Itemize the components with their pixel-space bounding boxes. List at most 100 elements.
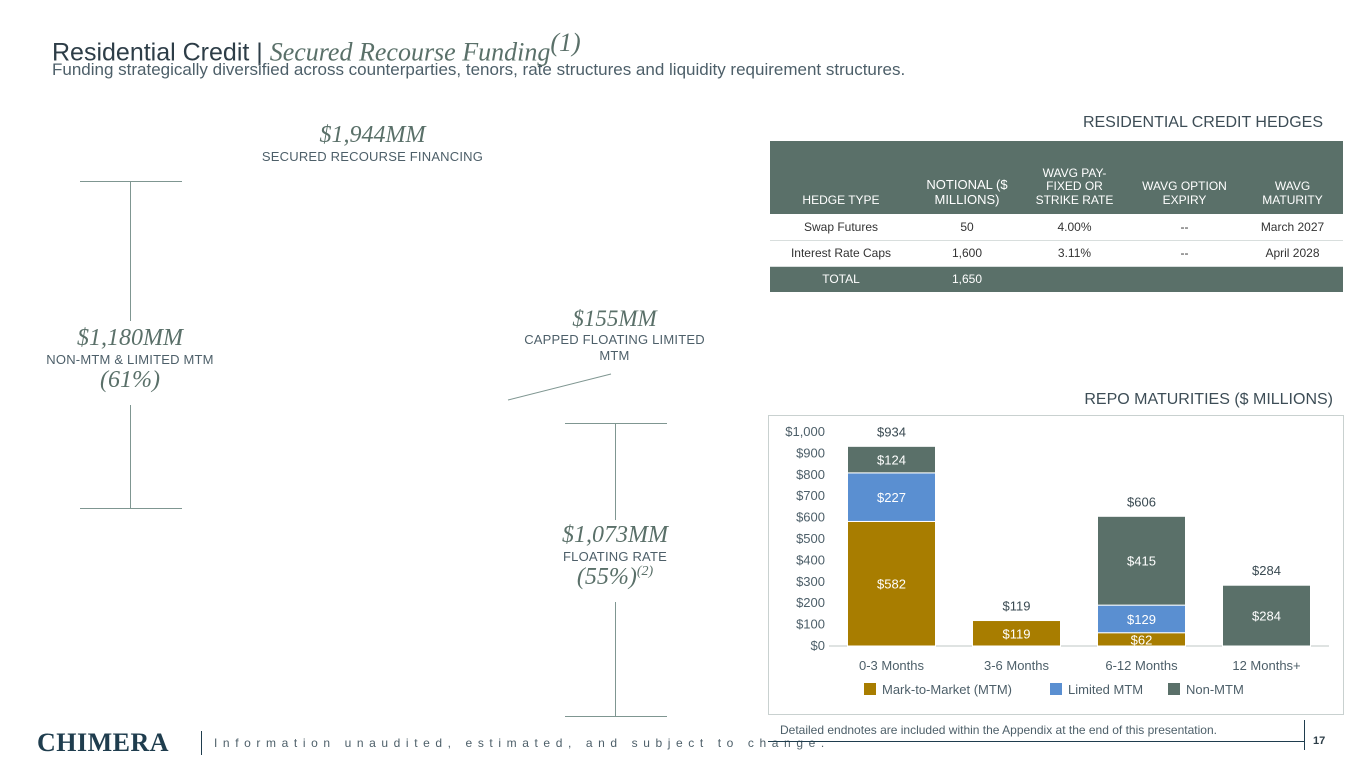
right-unit: MM [628,522,668,548]
data-label: $119 [1003,626,1031,641]
cell-strike-rate: 4.00% [1022,214,1127,241]
cell-hedge-type: Interest Rate Caps [770,240,912,267]
x-tick-label: 0-3 Months [859,658,925,673]
right-pct: (55%) [576,564,637,590]
cell-notional: 50 [912,214,1022,241]
total-label: $284 [1252,563,1281,578]
y-tick-label: $500 [796,531,825,546]
data-label: $124 [877,453,906,468]
right-amount: $1,073 [562,522,628,548]
bar-segment [1097,604,1186,634]
right-bracket-line-lower [615,602,616,716]
table-total-row: TOTAL 1,650 [770,266,1343,292]
bar-segment [972,620,1061,647]
endnote-underline [768,741,1304,742]
table-row: Interest Rate Caps 1,600 3.11% -- April … [770,240,1343,267]
data-label: $415 [1127,554,1156,569]
y-tick-label: $400 [796,552,825,567]
callout-label: CAPPED FLOATING LIMITED MTM [524,332,705,364]
left-amount: $1,180 [77,325,143,351]
footer-tagline: Information unaudited, estimated, and su… [214,736,830,750]
total-unit: MM [385,122,426,148]
cell-total-expiry [1127,266,1242,292]
hedges-header-row: HEDGE TYPE NOTIONAL ($ MILLIONS) WAVG PA… [770,141,1343,214]
segment-floating-limited-mtm: $201MM FLOATING LIMITED MTM [238,454,507,505]
page-number: 17 [1313,735,1326,747]
total-amount: $1,944 [319,122,386,148]
col-hedge-type: HEDGE TYPE [770,141,912,214]
right-pct-footnote: (2) [636,564,654,579]
segment-capped-floating [238,380,507,419]
title-main: Residential Credit | [52,38,270,67]
total-label: $606 [1127,494,1156,509]
cell-maturity: March 2027 [1242,214,1343,241]
table-row: Swap Futures 50 4.00% -- March 2027 [770,214,1343,241]
cell-option-expiry: -- [1127,240,1242,267]
left-bracket-bottom [80,508,182,509]
total-funding: $1,944MM SECURED RECOURSE FINANCING [238,122,507,164]
title-italic: Secured Recourse Funding [269,37,551,67]
data-label: $227 [877,490,906,505]
cell-total-label: TOTAL [770,266,912,292]
bar-segment [1222,584,1311,647]
cell-maturity: April 2028 [1242,240,1343,267]
right-bracket-top [565,423,667,424]
right-label: FLOATING RATE [563,549,667,564]
callout-amount: $155 [572,306,619,331]
y-tick-label: $700 [796,488,825,503]
total-label: $934 [877,424,906,439]
segment-unit: MM [376,592,417,619]
legend-label: Mark-to-Market (MTM) [882,682,1012,697]
page-subtitle: Funding strategically diversified across… [52,60,906,79]
cell-notional: 1,600 [912,240,1022,267]
col-option-expiry: WAVG OPTION EXPIRY [1127,141,1242,214]
cell-hedge-type: Swap Futures [770,214,912,241]
legend-swatch [864,683,876,695]
left-pct: (61%) [100,367,160,393]
x-tick-label: 12 Months+ [1232,658,1300,673]
data-label: $129 [1127,612,1156,627]
bar-segment [847,445,936,474]
legend-swatch [1168,683,1180,695]
segment-amount: $716 [328,256,377,283]
segment-label: FLOATING MTM [323,620,422,636]
footer-divider [201,731,202,755]
chimera-logo: CHIMERA [37,728,170,757]
right-bracket-bottom [565,716,667,717]
hedges-table: HEDGE TYPE NOTIONAL ($ MILLIONS) WAVG PA… [770,141,1343,292]
legend-label: Limited MTM [1068,682,1143,697]
page-title: Residential Credit | Secured Recourse Fu… [52,28,581,67]
cell-total-maturity [1242,266,1343,292]
col-strike-rate: WAVG PAY-FIXED OR STRIKE RATE [1022,141,1127,214]
cell-option-expiry: -- [1127,214,1242,241]
legend-label: Non-MTM [1186,682,1244,697]
segment-unit: MM [376,256,417,283]
repo-maturities-chart: $0 $100 $200 $300 $400 $500 $600 $700 $800 $900 $1… [785,424,1329,697]
repo-chart-frame: $0 $100 $200 $300 $400 $500 $600 $700 $800 $900 $1… [768,415,1344,715]
y-tick-label: $300 [796,574,825,589]
endnote-text: Detailed endnotes are included within th… [780,723,1217,737]
right-bracket-line-upper [615,423,616,520]
cell-total-notional: 1,650 [912,266,1022,292]
segment-label: FLOATING LIMITED MTM [296,485,449,501]
y-tick-label: $0 [811,638,825,653]
capped-floating-callout: $155MM CAPPED FLOATING LIMITED MTM [512,306,717,365]
total-label: $119 [1003,599,1031,614]
left-bracket-line-lower [130,405,131,508]
left-unit: MM [143,325,183,351]
hedges-title: RESIDENTIAL CREDIT HEDGES [1082,114,1323,131]
y-tick-label: $1,000 [785,424,825,439]
total-label: SECURED RECOURSE FINANCING [261,149,484,164]
page-divider [1304,720,1305,750]
y-tick-label: $600 [796,510,825,525]
left-label: NON-MTM & LIMITED MTM [46,352,214,367]
segment-unit: MM [307,423,345,449]
legend-swatch [1050,683,1062,695]
segment-floating-non-mtm: $108MM FLOATING NON-MTM [238,423,507,450]
y-tick-label: $200 [796,595,825,610]
bar-segment [847,472,936,522]
segment-label: FIXED NON-MTM [320,284,425,300]
data-label: $62 [1131,632,1153,647]
x-tick-label: 6-12 Months [1105,658,1178,673]
bar-segment [1097,515,1186,606]
